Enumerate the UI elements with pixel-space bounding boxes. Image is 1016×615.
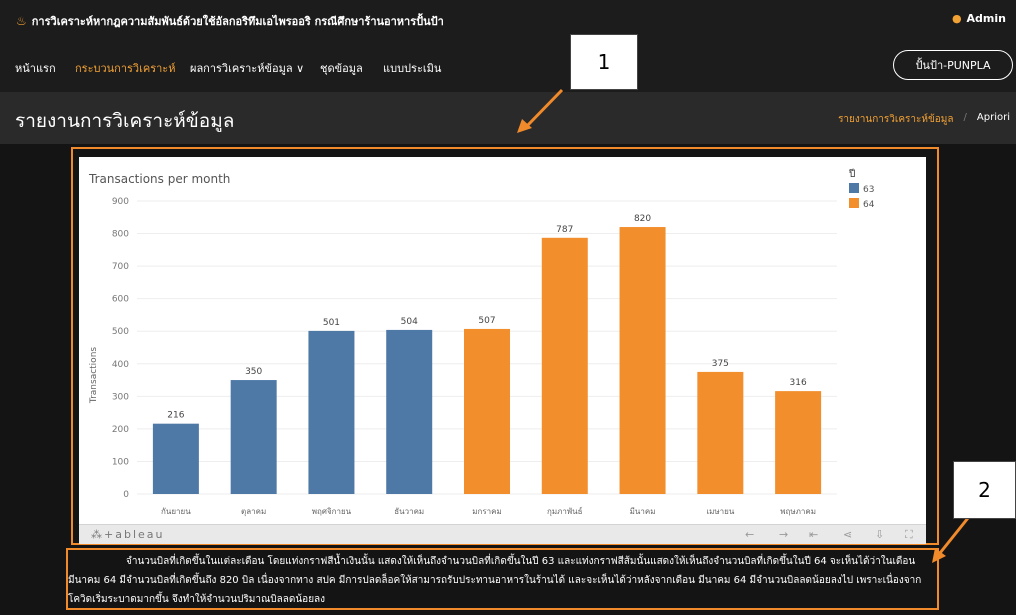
bar-value-label: 350 xyxy=(245,367,262,377)
legend-label-64: 64 xyxy=(863,200,875,210)
x-tick-label: กุมภาพันธ์ xyxy=(547,506,583,516)
bar[interactable] xyxy=(697,371,744,494)
legend-swatch-64 xyxy=(849,198,859,208)
description-text: จำนวนบิลที่เกิดขึ้นในแต่ละเดือน โดยแท่งก… xyxy=(68,556,922,605)
top-bar: ♨ การวิเคราะห์หากฎความสัมพันธ์ด้วยใช้อัล… xyxy=(0,0,1016,40)
share-icon[interactable]: ⋖ xyxy=(843,528,853,541)
y-axis-ticks: 0 100 200 300 400 500 600 700 800 900 xyxy=(112,197,129,500)
legend-swatch-63 xyxy=(849,183,859,193)
nav-home[interactable]: หน้าแรก xyxy=(15,62,56,75)
bar[interactable] xyxy=(619,227,666,494)
bar-value-label: 820 xyxy=(634,214,651,224)
x-tick-label: มีนาคม xyxy=(630,507,656,516)
user-menu[interactable]: ● Admin xyxy=(952,12,1006,25)
bar-value-label: 375 xyxy=(712,359,729,369)
nav-results-dropdown[interactable]: ผลการวิเคราะห์ข้อมูล ∨ xyxy=(190,62,305,75)
legend-label-63: 63 xyxy=(863,185,874,195)
bar-value-label: 216 xyxy=(167,411,184,421)
x-tick-label: พฤษภาคม xyxy=(780,507,816,516)
bar[interactable] xyxy=(464,328,510,494)
revert-icon[interactable]: ⇤ xyxy=(809,528,819,541)
bowl-icon: ♨ xyxy=(16,14,27,28)
bars[interactable]: 216 350 501 504 507 787 820 375 316 xyxy=(152,214,822,494)
breadcrumb-separator: / xyxy=(963,112,967,123)
legend[interactable]: ปี 63 64 xyxy=(848,168,874,210)
download-icon[interactable]: ⇩ xyxy=(875,528,885,541)
breadcrumb: รายงานการวิเคราะห์ข้อมูล / Apriori xyxy=(838,112,1010,127)
bar[interactable] xyxy=(386,329,433,494)
bar[interactable] xyxy=(230,380,277,494)
shop-button[interactable]: ปั้นป้า-PUNPLA xyxy=(893,50,1013,80)
breadcrumb-current[interactable]: รายงานการวิเคราะห์ข้อมูล xyxy=(838,114,954,125)
user-name: Admin xyxy=(966,12,1006,25)
x-axis-ticks: กันยายน ตุลาคม พฤศจิกายน ธันวาคม มกราคม กุมภา… xyxy=(161,506,816,516)
nav-dataset[interactable]: ชุดข้อมูล xyxy=(320,62,363,75)
callout-1: 1 xyxy=(570,34,638,90)
bar-chart[interactable]: Transactions per month Transactions 0 100… xyxy=(79,157,926,524)
description-box: จำนวนบิลที่เกิดขึ้นในแต่ละเดือน โดยแท่งก… xyxy=(66,548,939,610)
y-tick-label: 500 xyxy=(112,327,129,337)
tableau-logo[interactable]: ⁂+ableau xyxy=(91,528,165,541)
bar-value-label: 787 xyxy=(556,225,573,235)
fullscreen-icon[interactable]: ⛶ xyxy=(905,528,913,541)
page-header: รายงานการวิเคราะห์ข้อมูล รายงานการวิเครา… xyxy=(0,92,1016,144)
y-tick-label: 200 xyxy=(112,425,129,435)
bar[interactable] xyxy=(308,330,355,494)
x-tick-label: มกราคม xyxy=(472,507,502,516)
main-nav: หน้าแรก กระบวนการวิเคราะห์ ผลการวิเคราะห… xyxy=(0,40,1016,92)
legend-title: ปี xyxy=(848,168,855,180)
redo-icon[interactable]: → xyxy=(779,528,789,541)
bar[interactable] xyxy=(541,237,588,494)
x-tick-label: ธันวาคม xyxy=(394,507,424,516)
y-tick-label: 900 xyxy=(112,197,129,207)
x-tick-label: ตุลาคม xyxy=(241,507,266,516)
y-axis-label: Transactions xyxy=(89,347,99,404)
bar-value-label: 316 xyxy=(790,378,807,388)
tableau-logo-text: +ableau xyxy=(104,528,165,541)
x-tick-label: เมษายน xyxy=(706,507,734,516)
chart-title: Transactions per month xyxy=(88,172,230,186)
bar-value-label: 504 xyxy=(401,317,418,327)
nav-process[interactable]: กระบวนการวิเคราะห์ xyxy=(75,62,176,75)
bar[interactable] xyxy=(152,423,199,494)
tableau-toolbar: ⁂+ableau ← → ⇤ ⋖ ⇩ ⛶ xyxy=(79,524,926,544)
tableau-viz[interactable]: Transactions per month Transactions 0 100… xyxy=(79,157,926,544)
y-tick-label: 700 xyxy=(112,262,129,272)
bar[interactable] xyxy=(775,391,822,494)
site-title: การวิเคราะห์หากฎความสัมพันธ์ด้วยใช้อัลกอ… xyxy=(31,15,444,28)
y-tick-label: 100 xyxy=(112,457,129,467)
nav-survey[interactable]: แบบประเมิน xyxy=(383,62,442,75)
breadcrumb-next[interactable]: Apriori xyxy=(976,112,1010,123)
y-tick-label: 300 xyxy=(112,392,129,402)
page-title: รายงานการวิเคราะห์ข้อมูล xyxy=(15,110,235,132)
y-tick-label: 400 xyxy=(112,360,129,370)
viz-highlight-frame xyxy=(71,147,939,545)
callout-2: 2 xyxy=(953,461,1016,519)
callout-2-arrow xyxy=(938,517,970,554)
bar-value-label: 501 xyxy=(323,318,340,328)
x-tick-label: พฤศจิกายน xyxy=(312,507,352,516)
site-brand[interactable]: ♨ การวิเคราะห์หากฎความสัมพันธ์ด้วยใช้อัล… xyxy=(16,12,444,30)
y-tick-label: 600 xyxy=(112,295,129,305)
user-icon: ● xyxy=(951,12,962,25)
x-tick-label: กันยายน xyxy=(161,507,191,516)
bar-value-label: 507 xyxy=(478,316,495,326)
y-tick-label: 800 xyxy=(112,230,129,240)
undo-icon[interactable]: ← xyxy=(745,528,755,541)
y-tick-label: 0 xyxy=(123,490,129,500)
